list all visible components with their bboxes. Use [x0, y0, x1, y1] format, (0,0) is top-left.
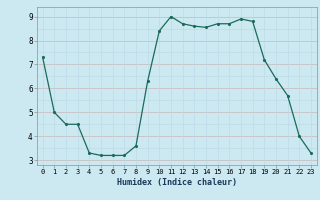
X-axis label: Humidex (Indice chaleur): Humidex (Indice chaleur) [117, 178, 237, 187]
